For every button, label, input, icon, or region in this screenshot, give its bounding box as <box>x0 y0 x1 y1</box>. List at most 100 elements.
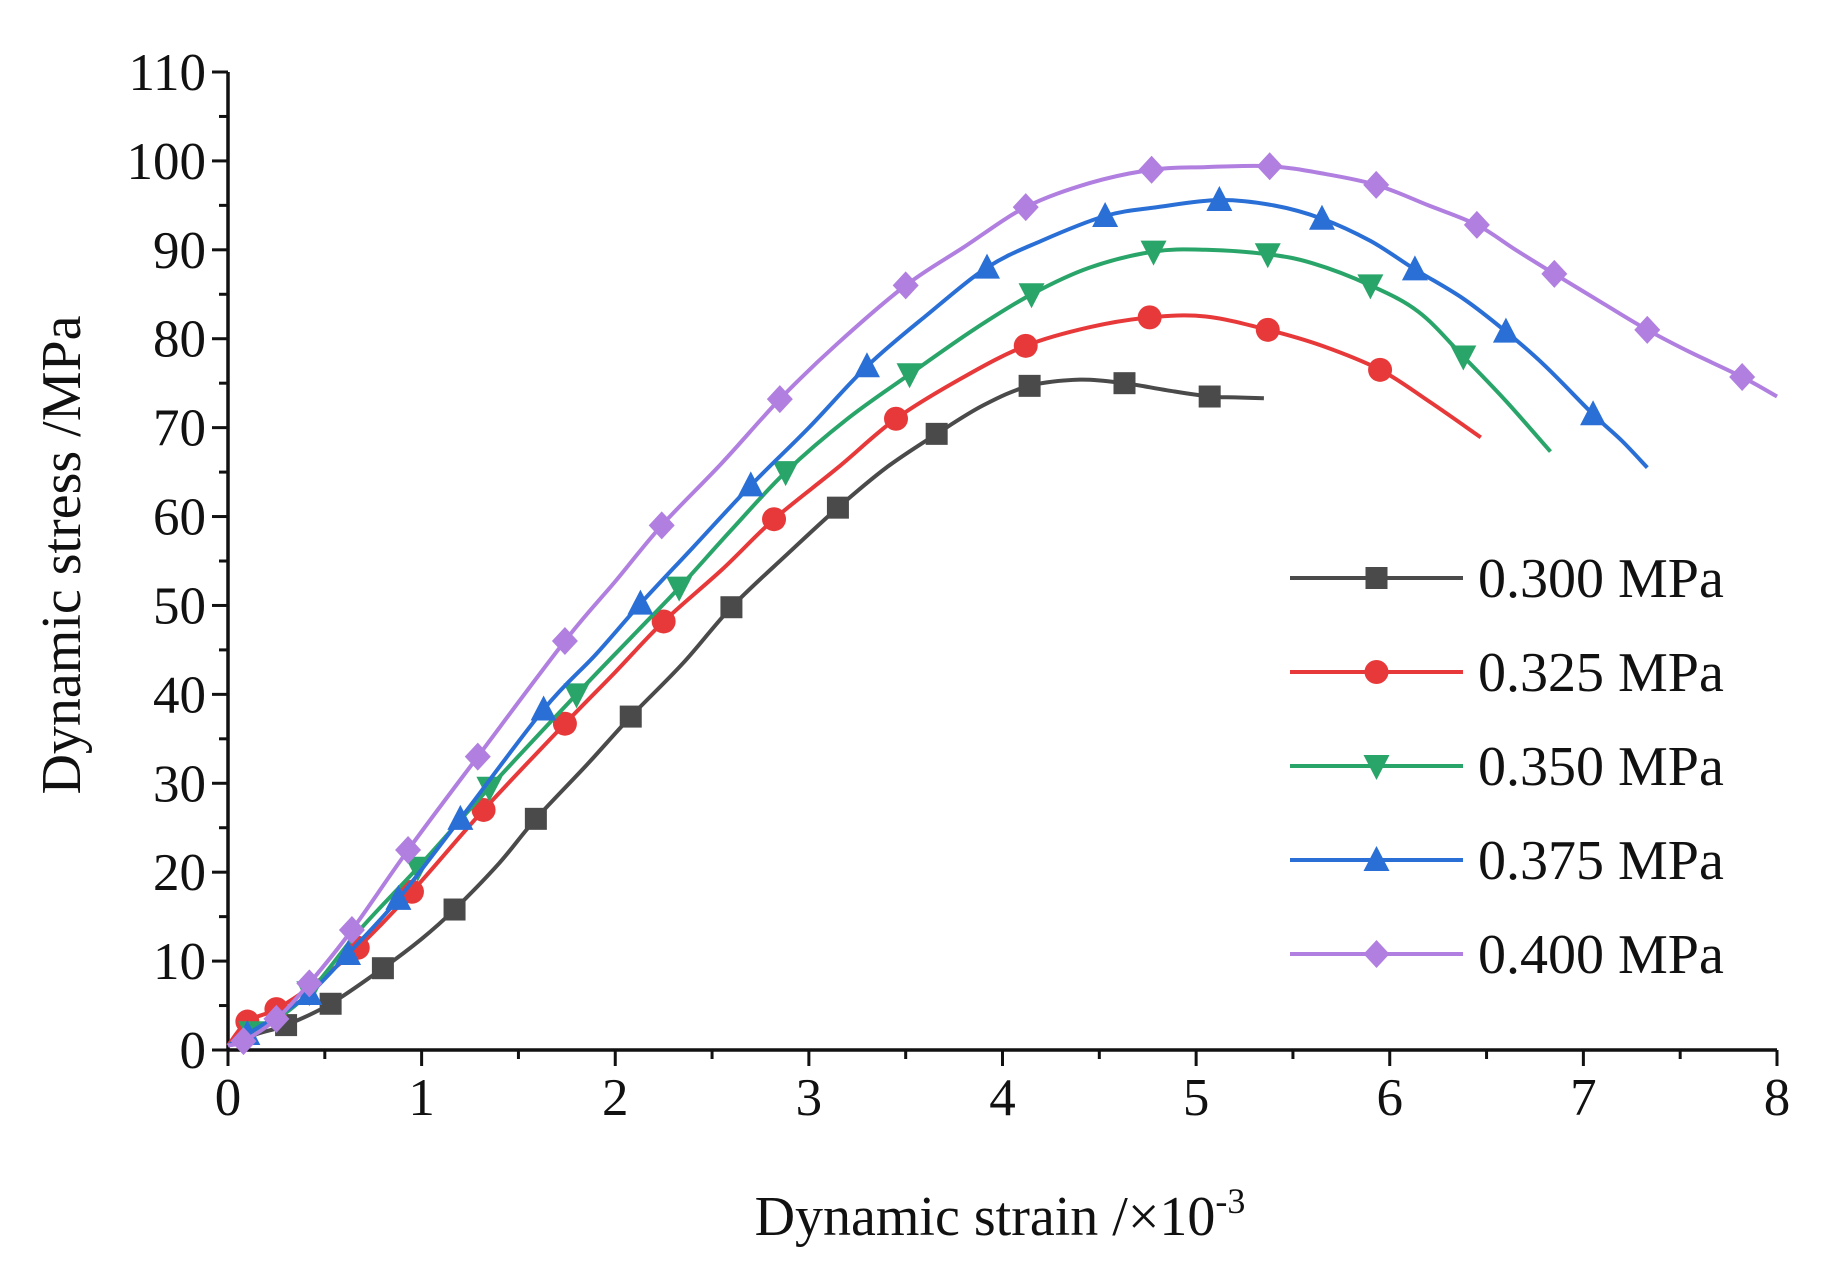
series-line <box>227 377 1264 1048</box>
data-point <box>1363 170 1390 199</box>
y-tick-label: 90 <box>153 222 206 280</box>
data-point <box>974 253 1001 279</box>
legend-marker <box>1363 846 1390 871</box>
data-point <box>1729 362 1756 391</box>
series-0400 <box>227 152 1778 1056</box>
legend-item: 0.375 MPa <box>1290 830 1724 892</box>
data-point <box>1256 152 1283 181</box>
data-point <box>563 683 590 709</box>
x-tick-label: 6 <box>1377 1069 1404 1127</box>
data-point <box>925 422 948 445</box>
y-tick-label: 10 <box>153 933 206 991</box>
data-point <box>263 1004 290 1033</box>
data-point <box>896 363 923 389</box>
x-tick-label: 0 <box>215 1069 242 1127</box>
data-point <box>1255 317 1280 342</box>
legend-item: 0.300 MPa <box>1290 548 1724 610</box>
x-tick-label: 3 <box>796 1069 823 1127</box>
data-point <box>1018 283 1045 309</box>
data-point <box>651 609 676 634</box>
data-point <box>1012 193 1039 222</box>
data-point <box>1138 155 1165 184</box>
y-tick-label: 110 <box>128 44 206 102</box>
data-point <box>551 627 578 656</box>
data-point <box>627 589 654 615</box>
y-tick-label: 30 <box>153 755 206 813</box>
data-point <box>737 471 764 497</box>
data-point <box>338 915 365 944</box>
data-point <box>476 776 503 802</box>
data-point <box>335 939 362 965</box>
legend-item: 0.400 MPa <box>1290 924 1724 986</box>
legend-label: 0.300 MPa <box>1478 548 1724 610</box>
data-point <box>552 711 577 736</box>
y-tick-label: 100 <box>127 133 207 191</box>
legend-marker <box>1364 660 1389 684</box>
data-point <box>772 461 799 487</box>
data-point <box>471 797 496 822</box>
x-axis-title: Dynamic strain /×10-3 <box>755 1181 1246 1248</box>
data-point <box>666 576 693 602</box>
legend-label: 0.400 MPa <box>1478 924 1724 986</box>
data-point <box>762 507 787 532</box>
x-tick-label: 4 <box>989 1069 1016 1127</box>
data-point <box>619 705 642 728</box>
legend-marker <box>1363 755 1390 780</box>
x-tick-label: 1 <box>408 1069 435 1127</box>
series-0300 <box>227 372 1264 1048</box>
x-axis-title-exponent: -3 <box>1215 1181 1245 1221</box>
data-point <box>1492 317 1519 343</box>
data-point <box>1140 240 1167 266</box>
series-line <box>226 313 1482 1047</box>
data-point <box>892 271 919 300</box>
data-point <box>1580 400 1607 426</box>
data-point <box>1368 357 1393 382</box>
data-point <box>1308 204 1335 230</box>
y-tick-label: 60 <box>153 489 206 547</box>
data-point <box>826 496 849 519</box>
data-point <box>1254 243 1281 269</box>
legend-label: 0.325 MPa <box>1478 642 1724 704</box>
y-tick-label: 50 <box>153 577 206 635</box>
data-point <box>371 957 394 980</box>
legend: 0.300 MPa 0.325 MPa 0.350 MPa 0.375 MPa 0.40… <box>1290 548 1724 986</box>
data-point <box>319 992 342 1015</box>
y-tick-label: 70 <box>153 400 206 458</box>
data-point <box>385 884 412 910</box>
data-point <box>853 352 880 378</box>
y-axis-title: Dynamic stress /MPa <box>31 315 93 794</box>
data-point <box>230 1027 257 1056</box>
series-0325 <box>226 305 1482 1047</box>
legend-label: 0.375 MPa <box>1478 830 1724 892</box>
data-point <box>447 804 474 830</box>
data-point <box>395 835 422 864</box>
data-point <box>1018 374 1041 397</box>
x-tick-label: 7 <box>1570 1069 1597 1127</box>
data-point <box>1634 315 1661 344</box>
data-point <box>720 596 743 619</box>
data-point <box>884 406 909 431</box>
legend-label: 0.350 MPa <box>1478 736 1724 798</box>
data-point <box>1206 186 1233 212</box>
y-tick-label: 0 <box>180 1022 207 1080</box>
data-point <box>1463 210 1490 239</box>
series-0350 <box>226 240 1552 1048</box>
data-point <box>1113 372 1136 395</box>
series-line <box>226 247 1552 1048</box>
data-point <box>530 695 557 721</box>
legend-item: 0.325 MPa <box>1290 642 1724 704</box>
data-point <box>648 511 675 540</box>
legend-marker <box>1363 940 1390 968</box>
series-layer <box>226 152 1778 1056</box>
y-tick-label: 40 <box>153 666 206 724</box>
data-point <box>766 385 793 414</box>
data-point <box>1541 259 1568 288</box>
x-tick-label: 2 <box>602 1069 629 1127</box>
data-point <box>296 969 323 998</box>
legend-marker <box>1365 567 1388 589</box>
data-point <box>443 898 466 921</box>
y-tick-label: 20 <box>153 844 206 902</box>
x-axis-title-text: Dynamic strain /×10 <box>755 1186 1216 1248</box>
